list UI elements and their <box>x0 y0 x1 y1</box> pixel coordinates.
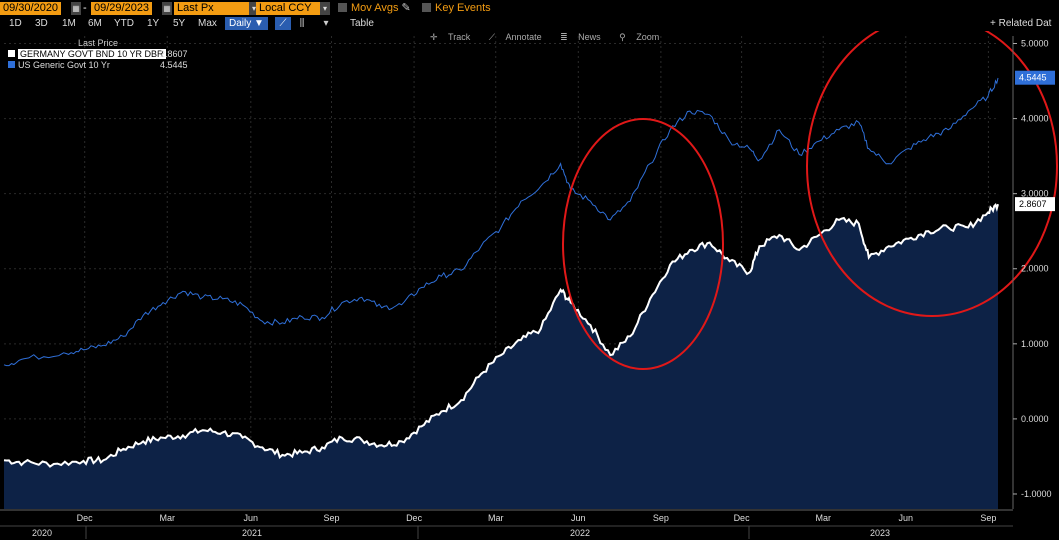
zoom-icon: ⚲ <box>619 32 629 42</box>
x-tick-label: Mar <box>488 513 504 523</box>
year-label: 2023 <box>870 528 890 538</box>
field-select[interactable]: Last Px <box>174 2 254 15</box>
start-date-calendar-icon[interactable]: ▦ <box>71 2 81 15</box>
zoom-tool[interactable]: ⚲ Zoom <box>619 32 667 42</box>
top-toolbar: 09/30/2020 ▦ - 09/29/2023 ▦ Last Px ▾ Lo… <box>0 0 1059 17</box>
mov-avgs-toggle[interactable]: Mov Avgs ✎ <box>338 2 411 15</box>
legend-item-us[interactable]: US Generic Govt 10 Yr <box>8 60 110 70</box>
track-tool[interactable]: ✛ Track <box>430 32 478 42</box>
legend-swatch-us <box>8 61 15 68</box>
track-label: Track <box>448 32 471 42</box>
annotation-circle <box>806 31 1058 317</box>
annotate-label: Annotate <box>505 32 542 42</box>
currency-select[interactable]: Local CCY <box>256 2 324 15</box>
y-tick-label: 0.0000 <box>1021 414 1049 424</box>
x-tick-label: Jun <box>899 513 914 523</box>
x-tick-label: Dec <box>77 513 94 523</box>
mov-avgs-label: Mov Avgs <box>351 2 399 14</box>
date-separator: - <box>83 2 87 14</box>
y-tick-label: 3.0000 <box>1021 189 1049 199</box>
annotation-circle <box>562 118 724 370</box>
legend-label-germany: GERMANY GOVT BND 10 YR DBR <box>18 49 166 59</box>
range-6m[interactable]: 6M <box>88 18 102 29</box>
range-1m[interactable]: 1M <box>62 18 76 29</box>
range-toolbar: 1D 3D 1M 6M YTD 1Y 5Y Max Daily ▼ ⟋ ⫼ ▾ … <box>0 17 1059 31</box>
x-tick-label: Dec <box>406 513 423 523</box>
x-tick-label: Sep <box>653 513 669 523</box>
year-label: 2021 <box>242 528 262 538</box>
price-chart[interactable]: 5.0000 4.0000 3.0000 2.0000 1.0000 0.0000 -1.0… <box>0 31 1059 540</box>
crosshair-icon: ✛ <box>430 32 441 42</box>
mov-avgs-checkbox[interactable] <box>338 3 347 12</box>
legend-label-us: US Generic Govt 10 Yr <box>18 60 110 70</box>
legend-value-us: 4.5445 <box>160 60 188 70</box>
zoom-label: Zoom <box>636 32 660 42</box>
key-events-label: Key Events <box>435 2 491 14</box>
x-tick-label: Sep <box>323 513 339 523</box>
news-label: News <box>578 32 601 42</box>
news-icon: ≣ <box>560 32 571 42</box>
start-date-field[interactable]: 09/30/2020 <box>0 2 62 15</box>
x-tick-label: Mar <box>160 513 176 523</box>
annotate-icon: ⟋ <box>488 32 498 42</box>
germany-area-fill <box>4 204 998 509</box>
range-3d[interactable]: 3D <box>35 18 48 29</box>
range-1d[interactable]: 1D <box>9 18 22 29</box>
range-1y[interactable]: 1Y <box>147 18 160 29</box>
field-dropdown-icon[interactable]: ▾ <box>249 2 259 15</box>
chart-type-dropdown-icon[interactable]: ▾ <box>323 18 329 29</box>
frequency-select[interactable]: Daily ▼ <box>225 17 268 30</box>
legend-value-germany: 2.8607 <box>160 49 188 59</box>
range-5y[interactable]: 5Y <box>173 18 186 29</box>
bar-chart-icon[interactable]: ⫼ <box>299 18 305 29</box>
x-tick-label: Jun <box>571 513 586 523</box>
x-tick-label: Mar <box>815 513 831 523</box>
series-line-us-10yr <box>3 77 999 367</box>
year-label: 2022 <box>570 528 590 538</box>
y-tick-label: 1.0000 <box>1021 339 1049 349</box>
germany-last-tag <box>1015 197 1055 212</box>
us-last-tag <box>1015 70 1055 85</box>
annotate-tool[interactable]: ⟋ Annotate <box>489 32 550 42</box>
related-data-button[interactable]: + Related Dat <box>990 18 1052 29</box>
year-label: 2020 <box>32 528 52 538</box>
x-tick-label: Dec <box>734 513 751 523</box>
y-tick-label: 4.0000 <box>1021 114 1049 124</box>
y-tick-label: 5.0000 <box>1021 39 1049 49</box>
pencil-icon[interactable]: ✎ <box>401 2 411 14</box>
end-date-calendar-icon[interactable]: ▦ <box>162 2 172 15</box>
x-tick-label: Sep <box>980 513 996 523</box>
line-chart-icon[interactable]: ⟋ <box>275 17 291 30</box>
legend-swatch-germany <box>8 50 15 57</box>
x-tick-label: Jun <box>244 513 259 523</box>
table-button[interactable]: Table <box>350 18 374 29</box>
chart-tools: ✛ Track ⟋ Annotate ≣ News ⚲ Zoom <box>430 31 675 43</box>
range-ytd[interactable]: YTD <box>114 18 134 29</box>
us-last-value: 4.5445 <box>1019 73 1047 83</box>
y-tick-label: -1.0000 <box>1021 489 1052 499</box>
currency-dropdown-icon[interactable]: ▾ <box>320 2 330 15</box>
legend-header: Last Price <box>78 38 119 48</box>
news-tool[interactable]: ≣ News <box>560 32 609 42</box>
series-line-germany-10yr <box>3 202 999 468</box>
legend-item-germany[interactable]: GERMANY GOVT BND 10 YR DBR <box>8 49 166 59</box>
key-events-checkbox[interactable] <box>422 3 431 12</box>
germany-last-value: 2.8607 <box>1019 199 1047 209</box>
y-tick-label: 2.0000 <box>1021 264 1049 274</box>
range-max[interactable]: Max <box>198 18 217 29</box>
end-date-field[interactable]: 09/29/2023 <box>91 2 153 15</box>
key-events-toggle[interactable]: Key Events <box>422 2 491 15</box>
